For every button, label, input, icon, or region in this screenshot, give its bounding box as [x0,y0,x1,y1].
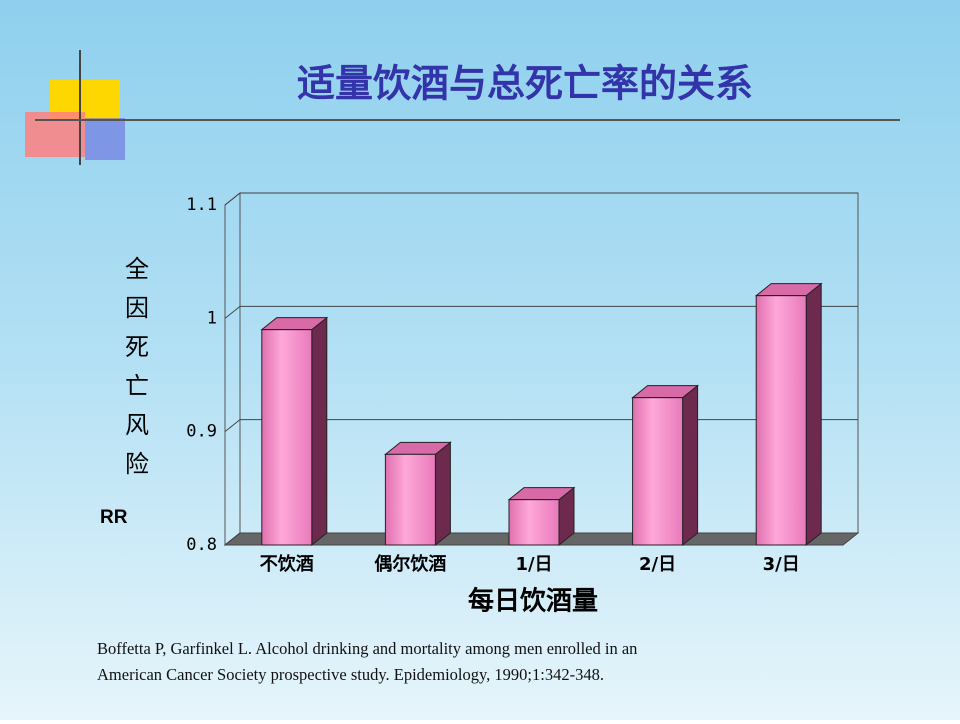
bar-side [434,441,451,547]
bar-side [311,316,328,547]
y-unit: RR [100,507,128,528]
bar [632,397,684,546]
grid-line [224,305,241,319]
bar-side [805,282,822,547]
x-tick-label: 1/日 [515,554,552,575]
x-tick-label: 不饮酒 [260,553,314,575]
x-axis-title: 每日饮酒量 [468,586,598,617]
y-tick-label: 1 [207,308,217,328]
grid-line [224,192,241,206]
bar [508,499,560,546]
grid-line [224,532,241,546]
y-tick-label: 0.8 [186,535,217,555]
bar [384,453,436,546]
citation-line: American Cancer Society prospective stud… [97,665,604,684]
y-tick-label: 1.1 [186,195,217,215]
x-tick-label: 偶尔饮酒 [374,553,446,575]
bar [755,295,807,546]
y-axis-title: 全因死亡风险 [125,255,149,478]
citation-line: Boffetta P, Garfinkel L. Alcohol drinkin… [97,639,637,658]
title: 适量饮酒与总死亡率的关系 [297,62,753,106]
x-tick-label: 3/日 [763,554,800,575]
grid-line [224,419,241,433]
bar [261,329,313,546]
x-tick-label: 2/日 [639,554,676,575]
decoration [25,50,900,165]
y-tick-label: 0.9 [186,422,217,442]
bar-side [682,384,699,547]
